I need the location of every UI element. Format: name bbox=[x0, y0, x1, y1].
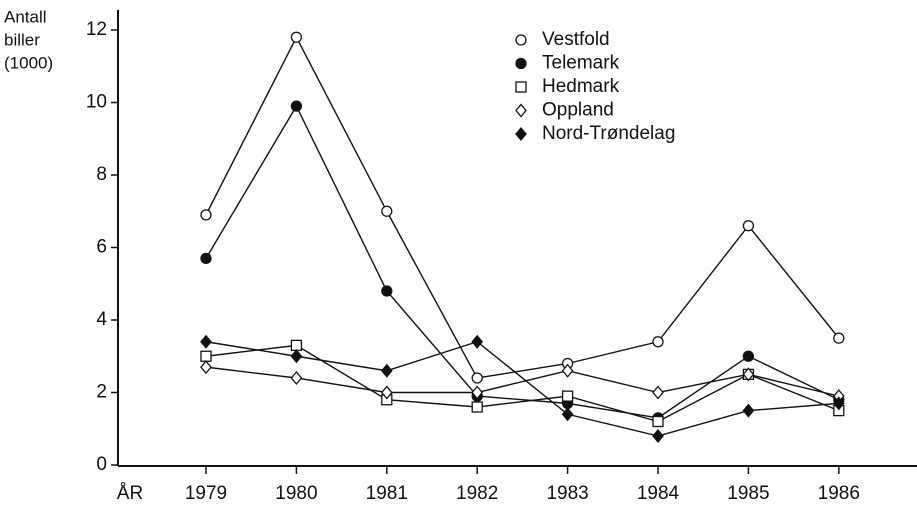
x-tick-label: 1985 bbox=[727, 483, 769, 504]
data-point bbox=[200, 350, 212, 362]
data-point bbox=[471, 334, 484, 349]
y-tick-label: 12 bbox=[86, 19, 107, 40]
data-point bbox=[380, 363, 393, 378]
y-tick-label: 2 bbox=[96, 382, 107, 403]
series-line bbox=[205, 35, 840, 379]
x-tick-label: 1980 bbox=[275, 483, 317, 504]
legend-marker bbox=[515, 34, 527, 46]
y-tick-label: 10 bbox=[86, 92, 107, 113]
legend-label: Nord-Trøndelag bbox=[542, 123, 675, 144]
data-point bbox=[200, 334, 212, 349]
legend-label: Vestfold bbox=[542, 29, 610, 50]
data-point bbox=[652, 336, 664, 348]
x-tick-label: 1983 bbox=[546, 483, 588, 504]
data-point bbox=[561, 363, 574, 378]
y-tick-label: 6 bbox=[96, 237, 107, 258]
legend-label: Hedmark bbox=[542, 76, 620, 97]
series-line bbox=[205, 344, 840, 423]
data-point bbox=[832, 396, 845, 411]
data-point bbox=[290, 370, 303, 386]
legend-marker bbox=[515, 126, 527, 142]
x-axis-label: ÅR bbox=[117, 483, 143, 504]
data-point bbox=[652, 428, 664, 444]
data-point bbox=[290, 100, 303, 112]
data-point bbox=[381, 205, 393, 217]
legend-marker bbox=[515, 81, 527, 93]
x-tick-label: 1981 bbox=[366, 483, 408, 504]
data-point bbox=[471, 401, 483, 413]
x-tick-label: 1979 bbox=[185, 483, 227, 504]
data-point bbox=[200, 252, 212, 265]
y-axis-label: Antall bbox=[4, 7, 47, 26]
data-point bbox=[200, 209, 212, 221]
data-point bbox=[742, 220, 755, 232]
data-point bbox=[290, 339, 303, 352]
x-tick-label: 1982 bbox=[456, 483, 498, 504]
x-tick-label: 1984 bbox=[637, 483, 680, 504]
data-point bbox=[742, 350, 755, 362]
series-line bbox=[205, 366, 839, 397]
series-line bbox=[205, 340, 839, 437]
data-point bbox=[471, 385, 484, 400]
legend-marker bbox=[515, 103, 527, 118]
data-point bbox=[290, 349, 303, 364]
data-point bbox=[742, 367, 755, 382]
legend-marker bbox=[515, 57, 527, 70]
data-point bbox=[652, 385, 664, 400]
legend-label: Oppland bbox=[542, 100, 614, 121]
data-point bbox=[290, 31, 303, 43]
data-point bbox=[200, 360, 212, 375]
data-point bbox=[652, 415, 664, 428]
series-line bbox=[205, 104, 840, 419]
y-tick-label: 4 bbox=[96, 309, 107, 330]
y-tick-label: 8 bbox=[96, 164, 107, 185]
y-axis-label: (1000) bbox=[4, 53, 53, 72]
data-point bbox=[471, 372, 483, 384]
data-point bbox=[833, 332, 845, 344]
y-tick-label: 0 bbox=[96, 454, 107, 475]
y-axis-label: biller bbox=[4, 30, 40, 49]
legend-label: Telemark bbox=[542, 53, 620, 74]
data-point bbox=[381, 285, 393, 297]
data-point bbox=[742, 403, 755, 418]
data-point bbox=[561, 390, 574, 402]
data-point bbox=[380, 385, 393, 400]
data-point bbox=[561, 407, 574, 422]
x-tick-label: 1986 bbox=[818, 483, 860, 504]
